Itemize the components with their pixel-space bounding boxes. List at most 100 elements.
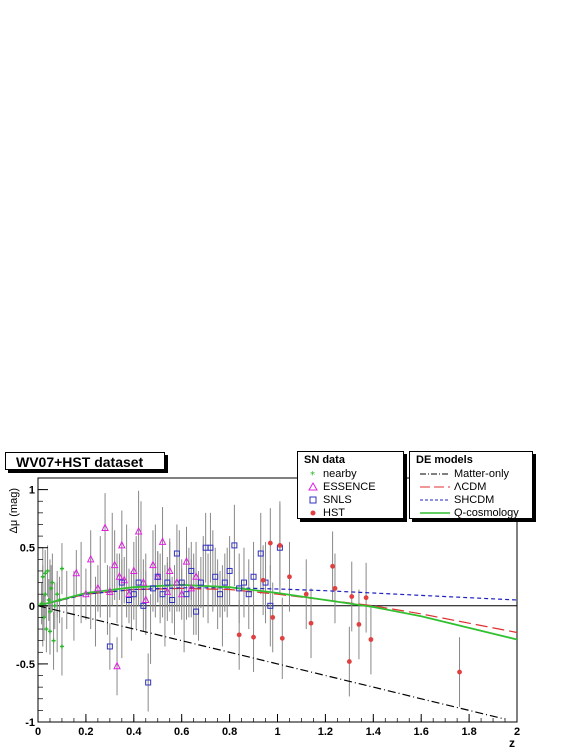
data-point [106,587,114,595]
y-tick-label: 0.5 [20,543,35,555]
legend-label: Matter-only [454,468,510,480]
legend-item-matter-only: Matter-only [410,467,532,481]
data-point [47,629,52,634]
data-point [45,568,50,573]
legend-label: ESSENCE [323,481,376,493]
data-point [52,603,57,608]
x-tick-label: 1.2 [318,726,333,738]
data-point [257,550,264,557]
data-point [49,586,54,591]
longdash-line-icon [420,486,450,488]
data-point [94,583,102,592]
data-point [149,560,157,569]
model-curve [37,583,518,641]
legend-item-q-cosmology: Q-cosmology [410,506,532,520]
x-tick-label: 1.4 [366,726,382,738]
data-point [368,637,374,642]
x-tick-label: 0 [35,726,41,738]
model-curve [37,587,518,634]
data-point [226,567,233,574]
data-point [178,579,185,586]
data-point [182,557,191,565]
data-point [39,601,44,606]
model-curve [37,605,506,720]
y-tick-label: 0 [29,601,35,613]
data-point [270,615,276,620]
data-point [165,566,174,574]
data-point [126,597,133,603]
data-point [260,577,266,583]
data-point [217,591,224,598]
data-point [187,583,196,592]
data-point [457,669,462,675]
square-marker-icon [309,496,317,504]
star-marker-icon: * [310,470,315,481]
data-point [173,577,181,586]
data-point [47,609,52,614]
data-point [57,598,62,602]
data-point [212,573,219,580]
data-point [303,591,309,597]
data-point [164,579,171,586]
de-models-legend: DE models Matter-only ΛCDM SHCDM Q-cosmo… [409,451,533,519]
data-point [130,591,137,598]
x-tick-label: 0.6 [174,726,189,738]
data-point [240,579,247,586]
data-point [55,592,60,597]
sn-data-legend: SN data * nearby ESSENCE SNLS HST [297,451,404,519]
data-point [106,643,113,650]
data-point [279,635,285,641]
data-point [192,572,200,580]
triangle-marker-icon [308,481,318,491]
legend-item-nearby: * nearby [298,467,403,481]
data-point [183,591,190,598]
data-point [113,661,121,670]
solid-line-icon [420,512,450,514]
data-point [308,620,314,626]
data-point [118,540,126,549]
data-point [221,579,228,586]
data-point [110,560,119,569]
data-point [346,659,352,664]
data-point [115,572,124,580]
y-tick-label: 1 [29,485,35,497]
data-point [169,597,176,603]
legend-label: HST [323,507,345,519]
data-point [125,589,133,598]
data-point [154,573,161,580]
circle-marker-icon [310,510,316,516]
data-point [267,540,273,546]
legend-label: SHCDM [454,494,495,506]
data-point [43,592,48,597]
sn-legend-title: SN data [304,454,345,466]
data-point [72,568,81,577]
data-point [236,585,243,592]
data-point [82,589,90,598]
x-tick-label: 1.6 [414,726,429,738]
data-point [207,544,214,551]
data-point [101,523,109,531]
data-point [245,591,252,598]
axes-layer: 0 0.2 0.4 0.6 0.8 1 1.2 1.4 1.6 1.8 2 -1 -0.5 0 0.5 1 z Δ… [8,477,520,750]
x-tick-label: 0.2 [78,726,93,738]
data-point [330,563,335,569]
data-point [139,577,148,586]
legend-label: nearby [323,468,357,480]
x-tick-label: 1 [274,726,280,738]
data-point [149,585,156,592]
model-curves-layer [37,583,518,720]
data-point [163,587,172,595]
data-point [140,602,147,609]
errorbar-layer [41,490,461,712]
data-point [332,585,338,591]
data-point [251,634,256,640]
data-point [158,537,167,545]
chart-title: WV07+HST dataset [5,452,165,470]
legend-item-snls: SNLS [298,493,403,507]
legend-item-essence: ESSENCE [298,480,403,494]
data-point [177,589,186,598]
x-tick-label: 1.8 [461,726,476,738]
data-point [159,591,166,598]
data-point [287,574,292,580]
